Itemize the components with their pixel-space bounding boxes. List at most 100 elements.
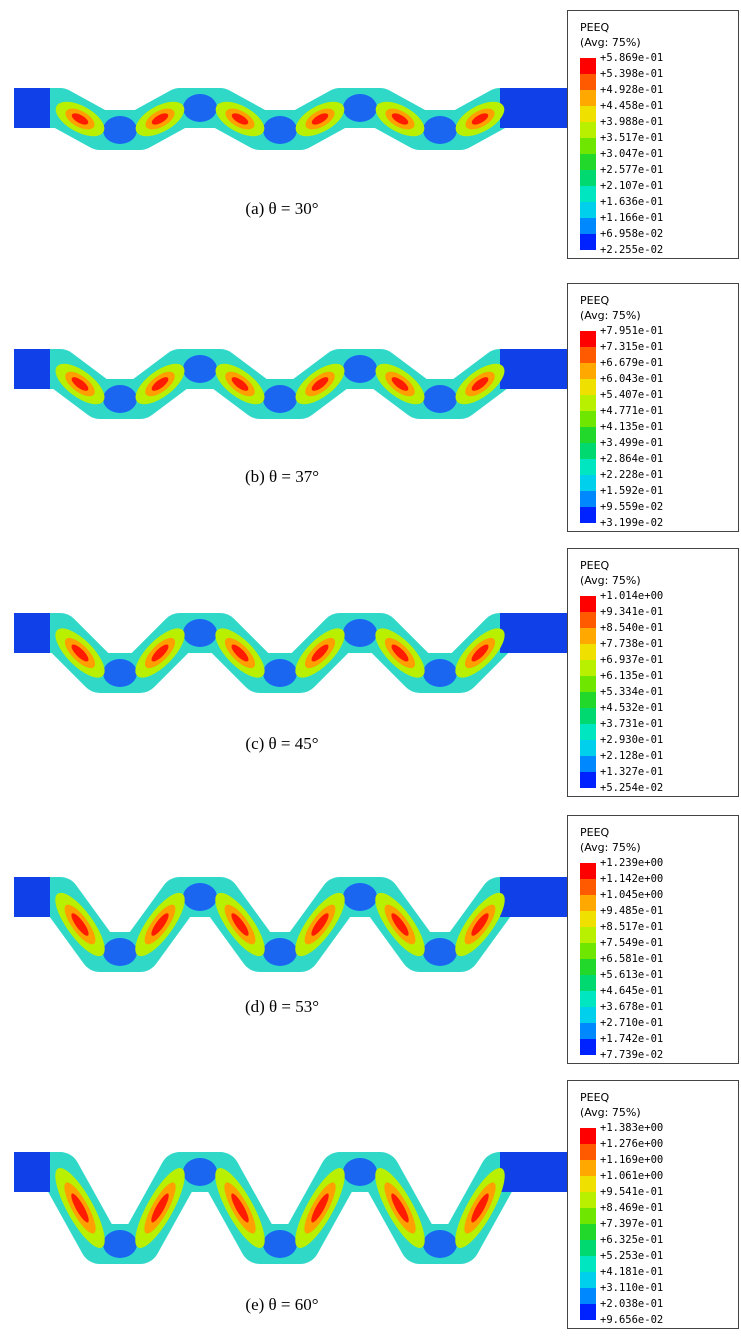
legend-title: PEEQ bbox=[580, 1091, 610, 1104]
legend-label: +5.254e-02 bbox=[600, 782, 663, 794]
legend-swatch bbox=[580, 895, 596, 911]
strip-end bbox=[500, 1152, 567, 1192]
legend-swatch bbox=[580, 644, 596, 660]
legend-label: +2.107e-01 bbox=[600, 180, 663, 192]
legend-label: +1.166e-01 bbox=[600, 212, 663, 224]
legend-label: +2.255e-02 bbox=[600, 244, 663, 256]
legend-swatch bbox=[580, 74, 596, 90]
legend-label: +4.181e-01 bbox=[600, 1266, 663, 1278]
legend-swatch bbox=[580, 331, 596, 347]
legend-label: +6.958e-02 bbox=[600, 228, 663, 240]
valley-blob bbox=[423, 659, 457, 687]
legend-label: +2.228e-01 bbox=[600, 469, 663, 481]
valley-blob bbox=[103, 385, 137, 413]
legend-subtitle: (Avg: 75%) bbox=[580, 574, 641, 587]
legend-label: +3.731e-01 bbox=[600, 718, 663, 730]
legend-swatch bbox=[580, 1192, 596, 1208]
strip-end bbox=[14, 1152, 50, 1192]
peak-blob bbox=[343, 883, 377, 911]
legend-title: PEEQ bbox=[580, 826, 610, 839]
legend-swatch bbox=[580, 911, 596, 927]
legend-label: +2.038e-01 bbox=[600, 1298, 663, 1310]
legend-swatch bbox=[580, 395, 596, 411]
legend-swatch bbox=[580, 1039, 596, 1055]
legend-swatch bbox=[580, 740, 596, 756]
legend-label: +4.135e-01 bbox=[600, 421, 663, 433]
legend-label: +3.199e-02 bbox=[600, 517, 663, 529]
legend-label: +1.276e+00 bbox=[600, 1138, 663, 1150]
legend-label: +6.135e-01 bbox=[600, 670, 663, 682]
legend-swatch bbox=[580, 475, 596, 491]
legend-swatch bbox=[580, 234, 596, 250]
legend-label: +1.592e-01 bbox=[600, 485, 663, 497]
legend-swatch bbox=[580, 596, 596, 612]
legend-swatch bbox=[580, 975, 596, 991]
strip-end bbox=[500, 88, 567, 128]
peak-blob bbox=[343, 355, 377, 383]
legend-label: +3.499e-01 bbox=[600, 437, 663, 449]
valley-blob bbox=[263, 938, 297, 966]
legend-subtitle: (Avg: 75%) bbox=[580, 1106, 641, 1119]
legend-label: +3.988e-01 bbox=[600, 116, 663, 128]
legend-swatch bbox=[580, 1144, 596, 1160]
legend-label: +5.398e-01 bbox=[600, 68, 663, 80]
legend-swatch bbox=[580, 692, 596, 708]
legend-swatch bbox=[580, 991, 596, 1007]
legend-label: +9.559e-02 bbox=[600, 501, 663, 513]
legend-label: +6.325e-01 bbox=[600, 1234, 663, 1246]
legend-swatch bbox=[580, 106, 596, 122]
legend-swatch bbox=[580, 863, 596, 879]
strip-end bbox=[14, 88, 50, 128]
legend-title: PEEQ bbox=[580, 21, 610, 34]
valley-blob bbox=[263, 659, 297, 687]
legend-swatch bbox=[580, 122, 596, 138]
legend-label: +5.334e-01 bbox=[600, 686, 663, 698]
legend-label: +8.540e-01 bbox=[600, 622, 663, 634]
strip-end bbox=[500, 877, 567, 917]
valley-blob bbox=[103, 659, 137, 687]
legend-subtitle: (Avg: 75%) bbox=[580, 36, 641, 49]
legend-swatch bbox=[580, 756, 596, 772]
legend-label: +4.532e-01 bbox=[600, 702, 663, 714]
caption: (b) θ = 37° bbox=[245, 467, 319, 486]
legend-label: +8.469e-01 bbox=[600, 1202, 663, 1214]
legend-swatch bbox=[580, 959, 596, 975]
peak-blob bbox=[343, 94, 377, 122]
legend-label: +2.577e-01 bbox=[600, 164, 663, 176]
legend-swatch bbox=[580, 1288, 596, 1304]
legend-label: +7.951e-01 bbox=[600, 325, 663, 337]
legend-label: +1.636e-01 bbox=[600, 196, 663, 208]
valley-blob bbox=[423, 938, 457, 966]
legend-label: +4.928e-01 bbox=[600, 84, 663, 96]
legend-label: +8.517e-01 bbox=[600, 921, 663, 933]
valley-blob bbox=[423, 116, 457, 144]
legend-swatch bbox=[580, 363, 596, 379]
strip-end bbox=[14, 349, 50, 389]
panel: (d) θ = 53°PEEQ(Avg: 75%)+1.239e+00+1.14… bbox=[14, 816, 739, 1064]
legend-swatch bbox=[580, 154, 596, 170]
legend-label: +1.169e+00 bbox=[600, 1154, 663, 1166]
legend-swatch bbox=[580, 772, 596, 788]
legend-swatch bbox=[580, 507, 596, 523]
legend-swatch bbox=[580, 170, 596, 186]
legend-label: +4.771e-01 bbox=[600, 405, 663, 417]
legend-label: +9.541e-01 bbox=[600, 1186, 663, 1198]
legend-swatch bbox=[580, 379, 596, 395]
legend-label: +1.742e-01 bbox=[600, 1033, 663, 1045]
legend-swatch bbox=[580, 660, 596, 676]
legend-subtitle: (Avg: 75%) bbox=[580, 309, 641, 322]
caption: (a) θ = 30° bbox=[245, 199, 318, 218]
legend-label: +1.383e+00 bbox=[600, 1122, 663, 1134]
legend-swatch bbox=[580, 58, 596, 74]
legend-label: +3.047e-01 bbox=[600, 148, 663, 160]
legend-label: +6.581e-01 bbox=[600, 953, 663, 965]
legend-label: +6.937e-01 bbox=[600, 654, 663, 666]
valley-blob bbox=[423, 385, 457, 413]
legend-label: +7.397e-01 bbox=[600, 1218, 663, 1230]
legend-swatch bbox=[580, 1023, 596, 1039]
legend-label: +3.678e-01 bbox=[600, 1001, 663, 1013]
legend-title: PEEQ bbox=[580, 559, 610, 572]
legend-swatch bbox=[580, 879, 596, 895]
legend-label: +2.128e-01 bbox=[600, 750, 663, 762]
legend-swatch bbox=[580, 628, 596, 644]
